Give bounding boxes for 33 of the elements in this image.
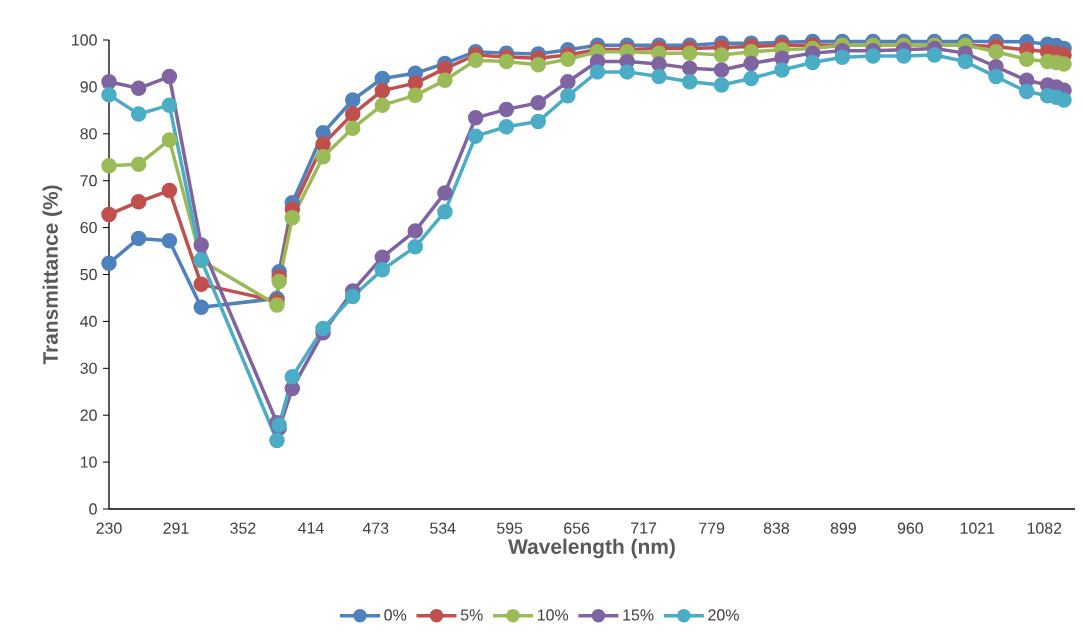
legend-label: 15% <box>623 609 654 621</box>
y-tick-label: 80 <box>80 128 97 140</box>
x-tick-label: 414 <box>298 522 324 534</box>
x-axis-title: Wavelength (nm) <box>508 538 675 559</box>
y-tick-label: 10 <box>80 456 97 468</box>
x-tick-label: 717 <box>631 522 657 534</box>
x-tick-label: 899 <box>830 522 856 534</box>
y-tick-label: 90 <box>80 81 97 93</box>
y-tick-label: 50 <box>80 268 97 281</box>
legend-label: 5% <box>460 609 483 621</box>
y-tick-label: 70 <box>80 175 97 187</box>
x-tick-label: 473 <box>362 522 389 534</box>
x-tick-label: 779 <box>699 522 725 534</box>
y-tick-label: 60 <box>80 221 97 234</box>
x-tick-label: 656 <box>564 522 590 534</box>
y-tick-label: 40 <box>80 315 97 328</box>
x-tick-label: 352 <box>230 522 256 534</box>
y-tick-label: 30 <box>80 362 97 374</box>
y-tick-label: 0 <box>89 503 97 515</box>
x-tick-label: 291 <box>163 522 189 534</box>
x-tick-label: 595 <box>497 522 523 534</box>
x-tick-label: 1021 <box>960 522 995 534</box>
x-tick-label: 1082 <box>1027 522 1062 534</box>
x-tick-label: 230 <box>96 522 122 534</box>
legend-label: 10% <box>537 609 569 621</box>
y-tick-label: 20 <box>80 409 97 421</box>
y-axis-title: Transmittance (%) <box>42 185 63 365</box>
y-tick-label: 100 <box>72 34 97 46</box>
legend-label: 20% <box>708 609 739 621</box>
x-tick-label: 838 <box>763 522 790 534</box>
x-tick-label: 960 <box>897 522 924 534</box>
legend-label: 0% <box>384 609 407 621</box>
x-tick-label: 534 <box>430 522 456 534</box>
